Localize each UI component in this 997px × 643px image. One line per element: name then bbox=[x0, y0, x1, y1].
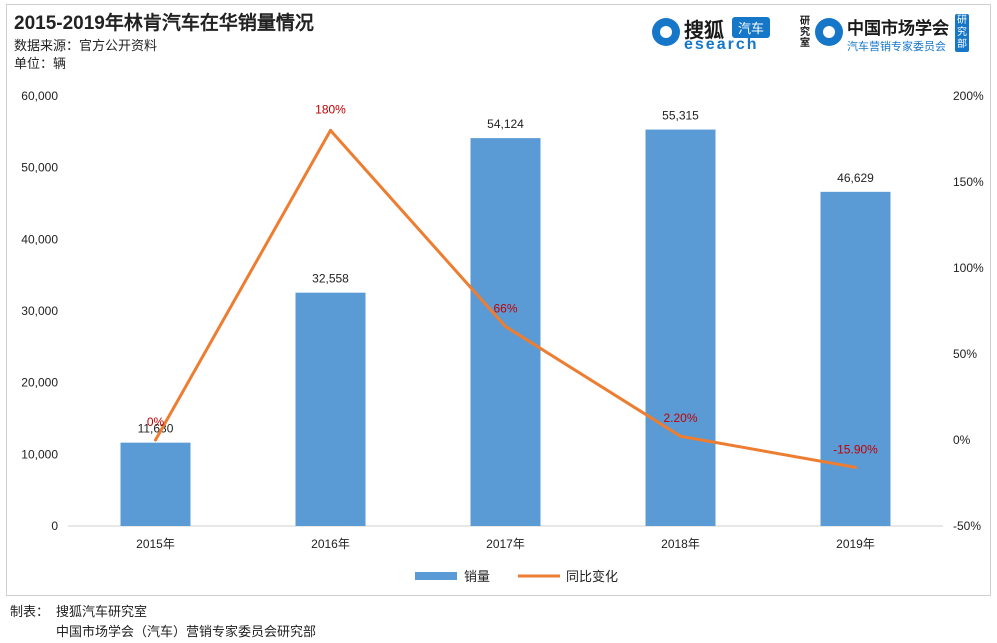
yoy-point bbox=[854, 465, 857, 469]
sohu-logo-name: 搜狐 bbox=[684, 20, 724, 42]
y-left-tick-label: 40,000 bbox=[21, 232, 58, 246]
bar bbox=[295, 292, 366, 526]
y-left-tick-label: 20,000 bbox=[21, 376, 58, 390]
unit-label: 单位：辆 bbox=[14, 56, 67, 71]
yoy-value-label: -15.90% bbox=[833, 442, 878, 456]
cma-logo-icon bbox=[815, 18, 843, 46]
bar-value-label: 32,558 bbox=[312, 272, 349, 286]
yoy-point bbox=[504, 324, 507, 328]
sohu-logo-icon bbox=[652, 18, 680, 46]
bar-value-label: 55,315 bbox=[662, 109, 699, 123]
x-tick-label: 2017年 bbox=[486, 537, 525, 551]
chart-plot: 0 10,000 20,000 30,000 40,000 50,000 60,000 -50… bbox=[21, 89, 984, 584]
y-right-tick-label: 50% bbox=[953, 347, 977, 361]
x-tick-label: 2019年 bbox=[836, 537, 875, 551]
yoy-value-label: 0% bbox=[147, 415, 165, 429]
footer-line1: 搜狐汽车研究室 bbox=[56, 604, 148, 619]
sohu-logo-en: esearch bbox=[684, 36, 759, 53]
sohu-logo-tag: 汽车 bbox=[732, 17, 771, 38]
bar bbox=[820, 191, 891, 526]
data-source: 数据来源：官方公开资料 bbox=[14, 38, 158, 53]
legend-label-sales: 销量 bbox=[464, 569, 490, 584]
yoy-value-label: 180% bbox=[315, 102, 346, 116]
sohu-research-logo: 搜狐 汽车 esearch 研究室 bbox=[652, 14, 822, 54]
bar bbox=[120, 442, 191, 526]
legend-label-yoy: 同比变化 bbox=[566, 569, 618, 584]
y-left-tick-label: 0 bbox=[51, 519, 58, 533]
y-right-tick-label: -50% bbox=[953, 519, 981, 533]
y-right-tick-label: 100% bbox=[953, 261, 984, 275]
bar bbox=[645, 129, 716, 526]
footer-line2: 中国市场学会（汽车）营销专家委员会研究部 bbox=[56, 624, 317, 639]
y-left-tick-label: 10,000 bbox=[21, 447, 58, 461]
yoy-value-label: 2.20% bbox=[663, 411, 697, 425]
cma-logo-name: 中国市场学会 bbox=[847, 19, 949, 38]
y-left-tick-label: 30,000 bbox=[21, 304, 58, 318]
cma-logo-side: 研究部 bbox=[955, 14, 969, 52]
sohu-logo-side: 研究室 bbox=[800, 16, 810, 49]
x-tick-label: 2018年 bbox=[661, 537, 700, 551]
chart-title: 2015-2019年林肯汽车在华销量情况 bbox=[14, 13, 314, 34]
yoy-value-label: 66% bbox=[493, 301, 517, 315]
x-tick-label: 2016年 bbox=[311, 537, 350, 551]
bar-value-label: 54,124 bbox=[487, 117, 524, 131]
cma-logo-en: 汽车营销专家委员会 bbox=[847, 41, 946, 53]
cma-logo: 中国市场学会 汽车营销专家委员会 研究部 bbox=[815, 14, 985, 54]
yoy-point bbox=[329, 128, 332, 132]
y-left-tick-label: 60,000 bbox=[21, 89, 58, 103]
y-right-tick-label: 0% bbox=[953, 433, 971, 447]
y-left-tick-label: 50,000 bbox=[21, 161, 58, 175]
legend-swatch-sales bbox=[415, 572, 457, 580]
bar-value-label: 46,629 bbox=[837, 171, 874, 185]
yoy-point bbox=[679, 434, 682, 438]
y-right-tick-label: 200% bbox=[953, 89, 984, 103]
chart-frame bbox=[6, 4, 991, 596]
x-tick-label: 2015年 bbox=[136, 537, 175, 551]
footer-label: 制表： bbox=[10, 604, 50, 619]
yoy-point bbox=[154, 438, 157, 442]
y-right-tick-label: 150% bbox=[953, 175, 984, 189]
bar bbox=[470, 138, 541, 526]
